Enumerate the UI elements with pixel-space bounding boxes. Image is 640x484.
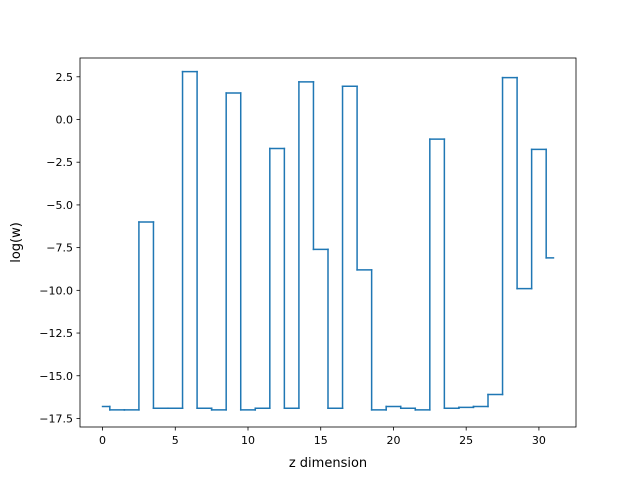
- y-axis-label: log(w): [9, 222, 24, 263]
- x-tick-label: 15: [314, 434, 328, 447]
- y-tick-label: −2.5: [46, 156, 73, 169]
- y-tick-label: −15.0: [39, 370, 73, 383]
- y-tick-label: −10.0: [39, 284, 73, 297]
- x-tick-label: 25: [459, 434, 473, 447]
- x-tick-label: 10: [241, 434, 255, 447]
- plot-area: [101, 70, 555, 411]
- x-tick-label: 30: [532, 434, 546, 447]
- y-tick-label: −17.5: [39, 412, 73, 425]
- x-axis: 0 5 10 15 20 25 30: [99, 427, 546, 447]
- x-axis-label: z dimension: [289, 456, 367, 471]
- x-tick-label: 20: [386, 434, 400, 447]
- series-0: [101, 70, 555, 411]
- y-tick-label: −5.0: [46, 199, 73, 212]
- y-tick-label: −7.5: [46, 242, 73, 255]
- axes-frame: [79, 57, 577, 428]
- x-tick-label: 5: [172, 434, 179, 447]
- x-tick-label: 0: [99, 434, 106, 447]
- y-tick-label: 2.5: [56, 71, 74, 84]
- y-tick-label: 0.0: [56, 114, 74, 127]
- y-tick-label: −12.5: [39, 327, 73, 340]
- y-axis: −17.5 −15.0 −12.5 −10.0 −7.5 −5.0 −2.5 0.0 2.5: [39, 71, 80, 425]
